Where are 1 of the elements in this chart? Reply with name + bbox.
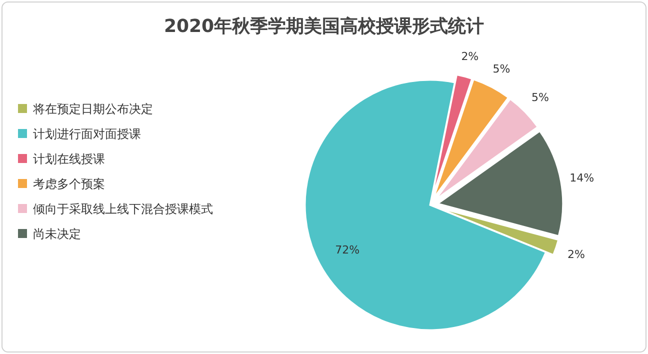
title: 2020年秋季学期美国高校授课形式统计 <box>164 16 484 37</box>
